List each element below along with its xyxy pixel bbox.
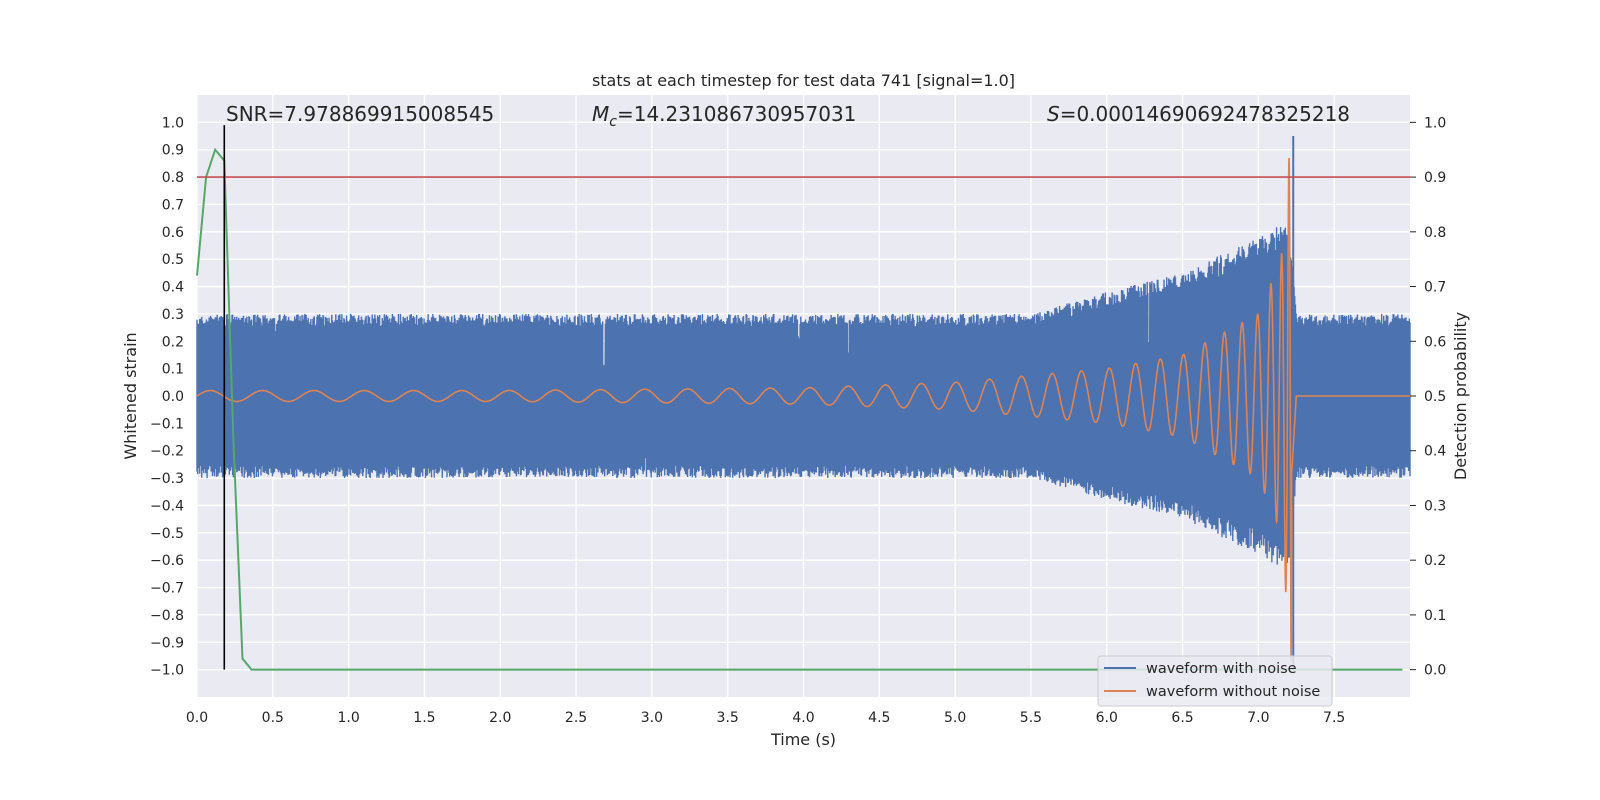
- x-tick-label: 2.0: [489, 710, 511, 726]
- x-tick-label: 6.0: [1096, 710, 1118, 726]
- x-tick-label: 0.5: [262, 710, 284, 726]
- series-detection-probability: [196, 147, 1403, 671]
- y-left-tick-label: 0.4: [162, 280, 184, 296]
- y-right-tick-label: 0.7: [1424, 280, 1446, 296]
- x-tick-label: 2.5: [565, 710, 587, 726]
- y-left-tick-label: −0.1: [150, 416, 184, 432]
- y-right-tick-label: 0.1: [1424, 608, 1446, 624]
- s-symbol: S: [1047, 102, 1060, 126]
- y-axis-left-label: Whitened strain: [121, 332, 140, 459]
- x-tick-label: 4.0: [792, 710, 814, 726]
- y-left-tick-label: 0.5: [162, 252, 184, 268]
- x-tick-label: 4.5: [868, 710, 890, 726]
- chirp-mass-subscript: c: [609, 114, 617, 130]
- y-left-tick-label: −0.7: [150, 581, 184, 597]
- y-right-tick-label: 0.0: [1424, 663, 1446, 679]
- snr-annotation: SNR=7.978869915008545: [226, 102, 494, 126]
- chirp-mass-symbol: M: [592, 102, 609, 126]
- series-waveform-without-noise: [196, 157, 1410, 662]
- y-axis-right-ticks: 1.0 0.9 0.8 0.7 0.6 0.5 0.4 0.3 0.2 0.1 0.0: [1410, 115, 1446, 679]
- s-annotation: S=0.00014690692478325218: [1047, 102, 1350, 126]
- markers: [197, 125, 1410, 670]
- x-tick-label: 3.0: [641, 710, 663, 726]
- clean-waveform-line: [196, 157, 1410, 662]
- y-left-tick-label: −0.4: [150, 498, 184, 514]
- x-tick-label: 1.5: [413, 710, 435, 726]
- legend-box: [1097, 655, 1333, 707]
- y-left-tick-label: 0.1: [162, 362, 184, 378]
- y-right-tick-label: 0.6: [1424, 334, 1446, 350]
- x-axis-label: Time (s): [770, 730, 836, 749]
- legend: waveform with noise waveform without noi…: [1097, 655, 1333, 707]
- y-left-tick-label: −0.2: [150, 444, 184, 460]
- y-left-tick-label: −0.3: [150, 471, 184, 487]
- y-left-tick-label: −0.6: [150, 553, 184, 569]
- y-right-tick-label: 0.3: [1424, 498, 1446, 514]
- x-tick-label: 1.0: [337, 710, 359, 726]
- x-tick-label: 7.0: [1247, 710, 1269, 726]
- chirp-mass-annotation: Mc=14.231086730957031: [592, 102, 856, 130]
- series-waveform-with-noise: [196, 136, 1411, 670]
- y-left-tick-label: 0.7: [162, 197, 184, 213]
- x-tick-label: 5.0: [944, 710, 966, 726]
- noisy-waveform-line: [196, 227, 1411, 565]
- x-tick-label: 3.5: [717, 710, 739, 726]
- x-tick-label: 5.5: [1020, 710, 1042, 726]
- x-tick-label: 7.5: [1323, 710, 1345, 726]
- y-left-tick-label: −1.0: [150, 663, 184, 679]
- y-right-tick-label: 0.5: [1424, 389, 1446, 405]
- x-axis-ticks: 0.0 0.5 1.0 1.5 2.0 2.5 3.0 3.5 4.0 4.5 5.0 5.5 6.0 6…: [186, 710, 1345, 726]
- x-tick-label: 0.0: [186, 710, 208, 726]
- detection-probability-line: [196, 147, 1403, 671]
- y-right-tick-label: 0.2: [1424, 553, 1446, 569]
- y-left-tick-label: 0.8: [162, 170, 184, 186]
- legend-label-waveform-with-noise: waveform with noise: [1146, 661, 1297, 677]
- y-left-tick-label: 1.0: [162, 115, 184, 131]
- y-left-tick-label: 0.2: [162, 334, 184, 350]
- y-left-tick-label: 0.9: [162, 143, 184, 159]
- y-right-tick-label: 1.0: [1424, 115, 1446, 131]
- y-left-tick-label: 0.3: [162, 307, 184, 323]
- legend-label-waveform-without-noise: waveform without noise: [1146, 684, 1320, 700]
- chirp-mass-value: =14.231086730957031: [617, 102, 856, 126]
- y-left-tick-label: 0.6: [162, 225, 184, 241]
- y-right-tick-label: 0.9: [1424, 170, 1446, 186]
- y-right-tick-label: 0.4: [1424, 444, 1446, 460]
- y-axis-left-ticks: 1.0 0.9 0.8 0.7 0.6 0.5 0.4 0.3 0.2 0.1 0.0 −0.1 −0.…: [150, 115, 184, 678]
- y-left-tick-label: −0.8: [150, 608, 184, 624]
- s-value: =0.00014690692478325218: [1060, 102, 1350, 126]
- y-left-tick-label: −0.5: [150, 526, 184, 542]
- chart-title: stats at each timestep for test data 741…: [592, 71, 1015, 90]
- y-axis-right-label: Detection probability: [1451, 312, 1470, 480]
- x-tick-label: 6.5: [1171, 710, 1193, 726]
- y-left-tick-label: 0.0: [162, 389, 184, 405]
- y-left-tick-label: −0.9: [150, 635, 184, 651]
- y-right-tick-label: 0.8: [1424, 225, 1446, 241]
